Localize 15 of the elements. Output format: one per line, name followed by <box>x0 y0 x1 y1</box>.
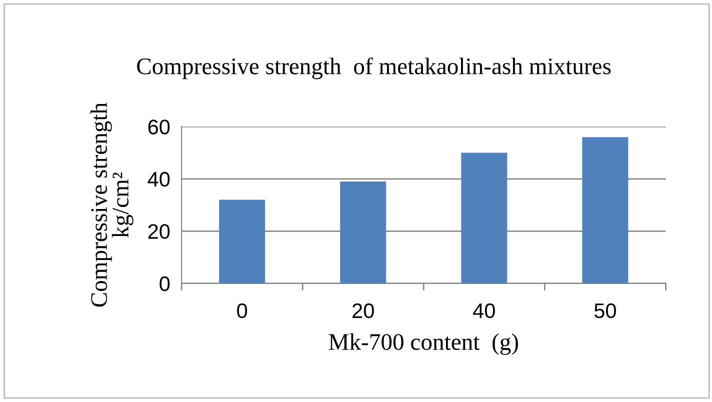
bar <box>219 200 266 284</box>
x-tick-label: 50 <box>594 303 616 318</box>
y-tick-label: 0 <box>160 276 170 292</box>
y-tick-label: 60 <box>148 120 170 134</box>
x-tick-label: 40 <box>473 303 495 318</box>
chart-title: Compressive strength of metakaolin-ash mixtures <box>137 57 611 80</box>
y-axis-title: Compressive strength kg/cm² <box>90 102 134 307</box>
x-tick-label: 0 <box>237 303 248 318</box>
y-tick-label: 40 <box>148 172 170 187</box>
x-tick-label: 20 <box>352 303 374 318</box>
bar <box>461 152 508 284</box>
x-axis-title: Mk-700 content (g) <box>328 333 518 355</box>
y-tick-label: 20 <box>148 224 170 239</box>
bar <box>340 182 386 284</box>
bar <box>582 137 628 284</box>
